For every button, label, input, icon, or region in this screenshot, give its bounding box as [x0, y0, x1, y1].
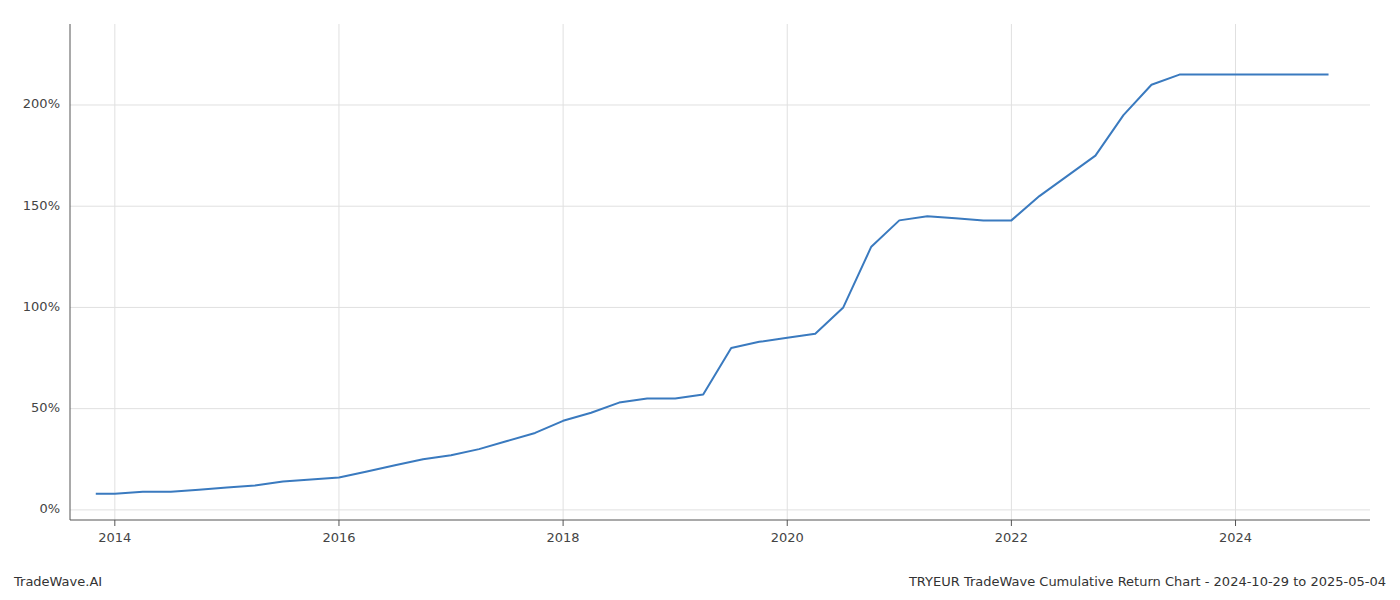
y-tick-label: 100%	[23, 299, 60, 314]
chart-svg: 0% 50% 100% 150% 200% 2014 2016 2018 2020 2022 202…	[0, 0, 1400, 600]
x-grid-line	[114, 24, 115, 520]
x-grid-line	[787, 24, 788, 520]
y-tick-label: 50%	[31, 400, 60, 415]
x-axis-line	[70, 520, 1370, 521]
x-tick	[114, 520, 115, 526]
x-tick-label: 2014	[98, 530, 131, 545]
x-grid-line	[563, 24, 564, 520]
x-tick	[338, 520, 339, 526]
grid	[70, 24, 1370, 520]
x-tick	[1235, 520, 1236, 526]
x-tick-label: 2024	[1219, 530, 1252, 545]
y-axis-line	[70, 24, 71, 520]
x-grid-line	[338, 24, 339, 520]
annotations: TradeWave.AI TRYEUR TradeWave Cumulative …	[13, 574, 1386, 589]
x-grid-line	[1011, 24, 1012, 520]
y-grid-line	[70, 307, 1370, 308]
x-grid-line	[1235, 24, 1236, 520]
x-tick	[787, 520, 788, 526]
chart-container: 0% 50% 100% 150% 200% 2014 2016 2018 2020 2022 202…	[0, 0, 1400, 600]
axes: 0% 50% 100% 150% 200% 2014 2016 2018 2020 2022 202…	[23, 24, 1370, 545]
y-grid-line	[70, 104, 1370, 105]
y-tick-label: 150%	[23, 198, 60, 213]
x-tick-label: 2018	[547, 530, 580, 545]
x-tick	[563, 520, 564, 526]
y-grid-line	[70, 408, 1370, 409]
x-tick-label: 2022	[995, 530, 1028, 545]
line-series	[96, 75, 1329, 494]
y-tick-label: 0%	[39, 501, 60, 516]
x-tick	[1011, 520, 1012, 526]
x-tick-label: 2016	[322, 530, 355, 545]
annotation: TradeWave.AI	[13, 574, 102, 589]
annotation: TRYEUR TradeWave Cumulative Return Chart…	[908, 574, 1386, 589]
y-grid-line	[70, 509, 1370, 510]
y-grid-line	[70, 206, 1370, 207]
plot-area	[96, 75, 1329, 494]
y-tick-label: 200%	[23, 96, 60, 111]
x-tick-label: 2020	[771, 530, 804, 545]
